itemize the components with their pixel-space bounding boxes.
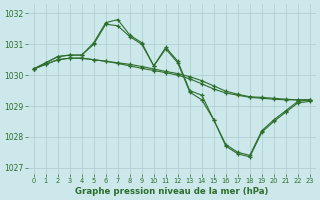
X-axis label: Graphe pression niveau de la mer (hPa): Graphe pression niveau de la mer (hPa) — [75, 187, 268, 196]
